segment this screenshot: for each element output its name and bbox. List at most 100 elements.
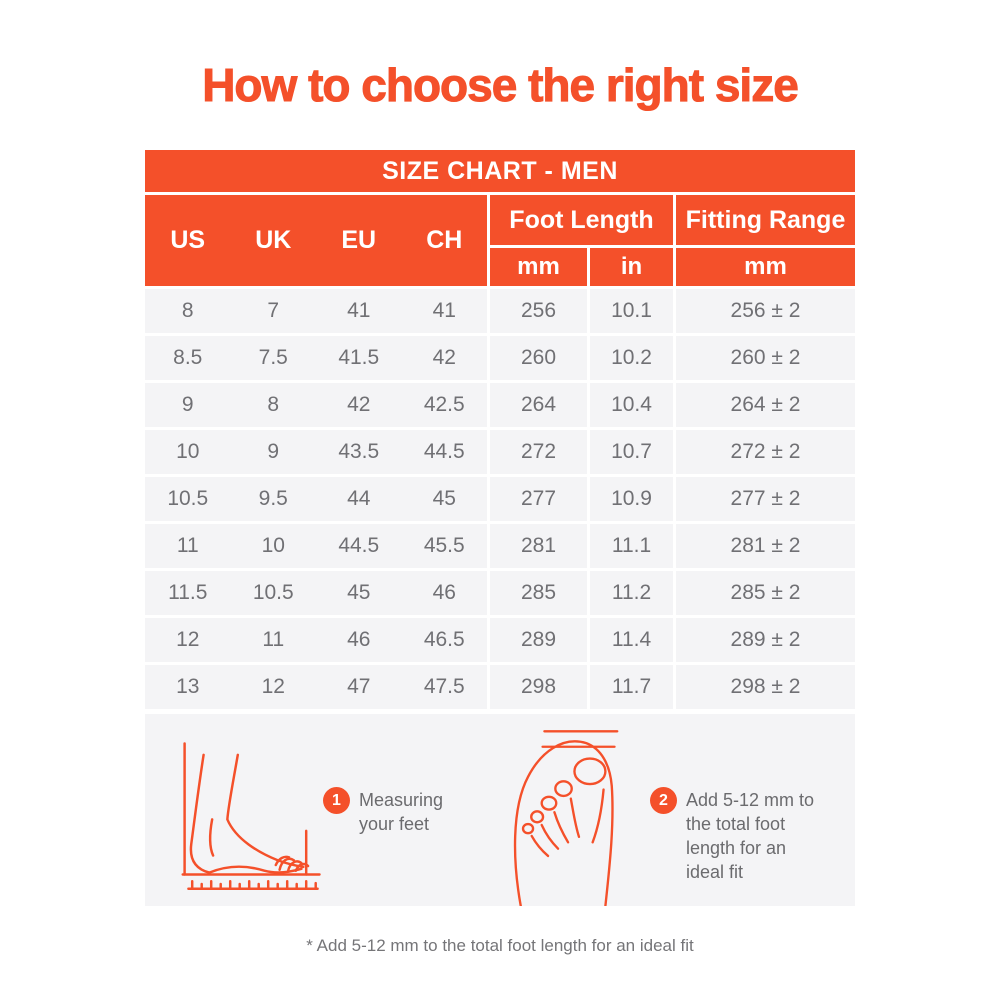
cell-foot-in: 10.2 — [590, 336, 673, 380]
step2-caption: Add 5-12 mm to the total foot length for… — [686, 790, 815, 882]
cell-eu: 43.5 — [338, 440, 380, 463]
cell-eu: 45 — [347, 581, 371, 604]
toenail-4 — [530, 810, 545, 824]
cell-foot-in: 11.1 — [590, 524, 673, 568]
cell-fitting-mm: 277 ± 2 — [676, 477, 855, 521]
table-row: 13 12 47 47.5 298 11.7 298 ± 2 — [145, 665, 855, 709]
cell-foot-in: 11.7 — [590, 665, 673, 709]
cell-ch: 47.5 — [423, 675, 465, 698]
toe-separation-lines — [530, 788, 605, 858]
header-fitting-range: Fitting Range — [676, 195, 855, 245]
table-banner-label: SIZE CHART - MEN — [382, 156, 618, 185]
cell-eu: 41.5 — [338, 346, 380, 369]
foot-top-view-illustration — [513, 730, 619, 906]
foot-contour — [513, 740, 614, 906]
cell-us: 8.5 — [173, 346, 203, 369]
foot-instep-outline — [226, 753, 305, 869]
cell-foot-mm: 256 — [490, 289, 587, 333]
cell-eu: 46 — [347, 628, 371, 651]
size-cells: 11.5 10.5 45 46 — [145, 571, 487, 615]
table-row: 8.5 7.5 41.5 42 260 10.2 260 ± 2 — [145, 336, 855, 380]
cell-eu: 44 — [347, 487, 371, 510]
foot-side-view-illustration — [181, 742, 321, 891]
size-cells: 8.5 7.5 41.5 42 — [145, 336, 487, 380]
cell-eu: 42 — [347, 393, 371, 416]
cell-fitting-mm: 298 ± 2 — [676, 665, 855, 709]
size-cells: 9 8 42 42.5 — [145, 383, 487, 427]
big-toenail — [573, 757, 607, 786]
table-row: 11.5 10.5 45 46 285 11.2 285 ± 2 — [145, 571, 855, 615]
cell-uk: 9 — [267, 440, 280, 463]
cell-eu: 41 — [347, 299, 371, 322]
cell-eu: 44.5 — [338, 534, 380, 557]
table-row: 12 11 46 46.5 289 11.4 289 ± 2 — [145, 618, 855, 662]
cell-ch: 46 — [432, 581, 456, 604]
size-table-body: 8 7 41 41 256 10.1 256 ± 2 8.5 7.5 41.5 42 260 10.2 2… — [145, 289, 855, 709]
size-table-header: US UK EU CH Foot Length Fitting Range mm… — [145, 195, 855, 286]
cell-foot-mm: 260 — [490, 336, 587, 380]
toenail-2 — [554, 780, 573, 798]
toes-detail — [274, 855, 310, 872]
table-row: 10 9 43.5 44.5 272 10.7 272 ± 2 — [145, 430, 855, 474]
ruler — [187, 879, 319, 891]
cell-uk: 7.5 — [258, 346, 288, 369]
cell-fitting-mm: 285 ± 2 — [676, 571, 855, 615]
header-us: US — [170, 226, 206, 254]
ankle-inner-line — [208, 818, 215, 857]
instructions-panel: 1 Measuring your feet 2 Add 5-12 mm to t… — [145, 714, 855, 906]
cell-foot-in: 10.4 — [590, 383, 673, 427]
cell-uk: 9.5 — [258, 487, 288, 510]
step1-badge: 1 — [323, 787, 350, 814]
cell-foot-in: 10.1 — [590, 289, 673, 333]
cell-fitting-mm: 256 ± 2 — [676, 289, 855, 333]
cell-foot-mm: 272 — [490, 430, 587, 474]
cell-uk: 12 — [261, 675, 285, 698]
cell-us: 9 — [181, 393, 194, 416]
cell-foot-mm: 277 — [490, 477, 587, 521]
cell-eu: 47 — [347, 675, 371, 698]
cell-us: 8 — [181, 299, 194, 322]
size-cells: 12 11 46 46.5 — [145, 618, 487, 662]
table-row: 8 7 41 41 256 10.1 256 ± 2 — [145, 289, 855, 333]
cell-ch: 45 — [432, 487, 456, 510]
cell-fitting-mm: 281 ± 2 — [676, 524, 855, 568]
header-fitting-range-mm: mm — [676, 248, 855, 286]
table-row: 11 10 44.5 45.5 281 11.1 281 ± 2 — [145, 524, 855, 568]
cell-us: 11 — [176, 534, 199, 557]
header-eu: EU — [341, 226, 377, 254]
cell-fitting-mm: 289 ± 2 — [676, 618, 855, 662]
cell-foot-in: 10.9 — [590, 477, 673, 521]
cell-us: 11.5 — [168, 581, 208, 604]
foot-back-outline — [189, 753, 211, 874]
cell-us: 13 — [176, 675, 200, 698]
header-foot-length: Foot Length — [490, 195, 673, 245]
cell-ch: 44.5 — [423, 440, 465, 463]
cell-foot-mm: 298 — [490, 665, 587, 709]
toenail-5 — [521, 822, 535, 835]
cell-fitting-mm: 264 ± 2 — [676, 383, 855, 427]
cell-foot-mm: 285 — [490, 571, 587, 615]
cell-us: 10 — [176, 440, 200, 463]
cell-uk: 10 — [261, 534, 285, 557]
cell-us: 12 — [176, 628, 200, 651]
cell-foot-mm: 289 — [490, 618, 587, 662]
size-cells: 10 9 43.5 44.5 — [145, 430, 487, 474]
cell-ch: 42.5 — [423, 393, 465, 416]
footnote: * Add 5-12 mm to the total foot length f… — [306, 936, 694, 955]
table-banner: SIZE CHART - MEN — [145, 150, 855, 192]
header-uk: UK — [255, 226, 292, 254]
table-row: 10.5 9.5 44 45 277 10.9 277 ± 2 — [145, 477, 855, 521]
header-foot-length-in: in — [590, 248, 673, 286]
cell-ch: 42 — [432, 346, 456, 369]
cell-us: 10.5 — [167, 487, 209, 510]
size-cells: 11 10 44.5 45.5 — [145, 524, 487, 568]
size-cells: 10.5 9.5 44 45 — [145, 477, 487, 521]
cell-foot-in: 10.7 — [590, 430, 673, 474]
page-title: How to choose the right size — [202, 59, 800, 112]
cell-uk: 8 — [267, 393, 280, 416]
cell-ch: 41 — [432, 299, 456, 322]
cell-foot-mm: 264 — [490, 383, 587, 427]
cell-fitting-mm: 260 ± 2 — [676, 336, 855, 380]
step1-caption: Measuring your feet — [359, 790, 444, 834]
